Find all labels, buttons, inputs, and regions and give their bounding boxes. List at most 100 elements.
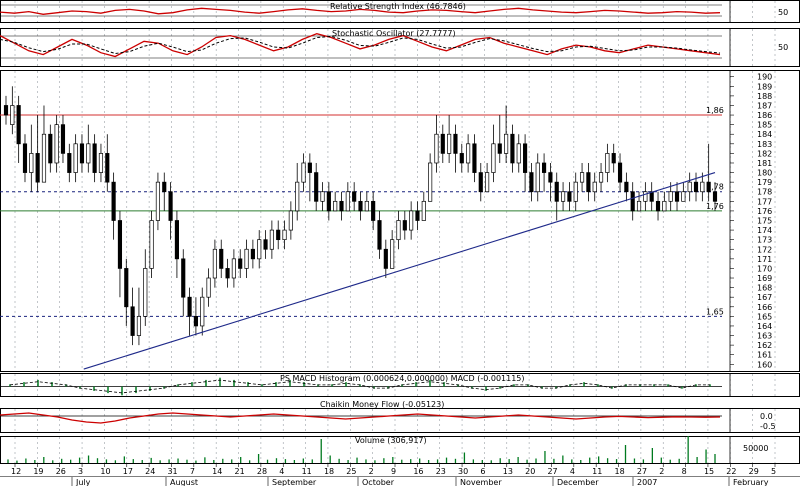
price-bar-body (124, 268, 129, 308)
price-bar-body (567, 191, 572, 202)
price-bar-body (421, 200, 426, 221)
price-ytick-label: 187 (757, 101, 772, 110)
price-bar-body (681, 191, 686, 202)
price-bar-body (98, 153, 104, 173)
price-bar-body (402, 220, 407, 231)
xtick-label: 24 (145, 467, 155, 476)
price-bar-body (453, 133, 458, 154)
price-ytick-label: 173 (757, 236, 772, 245)
price-bar-body (301, 162, 306, 183)
price-ytick-label: 164 (757, 322, 772, 331)
price-bar-body (29, 153, 34, 173)
chaikin-tick-label: -0.5 (760, 422, 776, 431)
price-bar-body (617, 162, 623, 183)
price-ytick-label: 181 (757, 159, 772, 168)
price-level-label: 1,65 (706, 307, 724, 316)
price-bar-body (200, 296, 205, 327)
price-bar-body (238, 258, 243, 269)
rsi-tick-label: 50 (778, 8, 788, 17)
xtick-label: 11 (302, 467, 312, 476)
price-bar-body (187, 296, 192, 317)
month-label: February (733, 478, 769, 486)
price-bar-body (41, 133, 47, 183)
xtick-label: 28 (257, 467, 267, 476)
price-bar-body (396, 220, 401, 241)
price-bar-body (598, 172, 604, 183)
xtick-label: 15 (704, 467, 714, 476)
price-bar-body (54, 124, 59, 164)
price-ytick-label: 184 (757, 130, 772, 139)
price-bar-body (428, 162, 433, 202)
price-bar-body (377, 220, 382, 250)
price-bar-body (485, 172, 490, 193)
price-bar-body (105, 153, 110, 183)
price-trendline (83, 172, 716, 370)
price-ytick-label: 186 (757, 111, 772, 120)
xtick-label: 30 (458, 467, 468, 476)
price-bar-body (174, 220, 179, 260)
price-ytick-label: 165 (757, 312, 772, 321)
xtick-label: 29 (749, 467, 759, 476)
price-bar-body (668, 191, 673, 202)
price-bar-body (674, 191, 680, 202)
price-bar-body (390, 239, 395, 269)
price-bar-body (358, 200, 363, 212)
price-bar-body (497, 143, 502, 154)
price-bar-body (276, 229, 281, 241)
xtick-label: 18 (615, 467, 625, 476)
price-ytick-label: 182 (757, 149, 772, 158)
price-bar-body (409, 210, 414, 231)
rsi-series-0 (0, 7, 721, 15)
month-label: December (557, 478, 599, 486)
xtick-label: 14 (212, 467, 222, 476)
price-bar-body (447, 133, 452, 154)
price-bar-body (687, 181, 692, 193)
xtick-label: 21 (235, 467, 245, 476)
price-bar-body (655, 200, 661, 212)
xtick-label: 27 (547, 467, 557, 476)
price-bar-body (295, 181, 300, 212)
price-bar-body (111, 181, 116, 221)
price-bar-body (472, 143, 477, 173)
price-bar-body (231, 258, 236, 279)
price-bar-body (206, 277, 211, 298)
price-ytick-label: 175 (757, 217, 772, 226)
xtick-label: 11 (592, 467, 602, 476)
price-ytick-label: 189 (757, 82, 772, 91)
price-bar-body (269, 229, 274, 250)
price-bar-body (35, 153, 40, 183)
price-ytick-label: 169 (757, 274, 772, 283)
price-ytick-label: 177 (757, 197, 772, 206)
price-ytick-label: 161 (757, 351, 772, 360)
price-ytick-label: 180 (757, 169, 772, 178)
price-bar-body (579, 172, 585, 183)
xtick-label: 5 (771, 467, 776, 476)
price-ytick-label: 188 (757, 92, 772, 101)
price-bar-body (339, 200, 344, 212)
xtick-label: 2 (659, 467, 664, 476)
price-bar-body (636, 200, 642, 212)
price-bar-body (605, 153, 610, 173)
xtick-label: 10 (100, 467, 110, 476)
xtick-label: 22 (726, 467, 736, 476)
price-bar-body (516, 143, 521, 164)
month-label: November (460, 478, 502, 486)
stoch-series-1 (0, 35, 721, 55)
price-ytick-label: 162 (757, 341, 772, 350)
price-bar-body (643, 191, 648, 202)
month-label: September (272, 478, 317, 486)
price-bar-body (542, 162, 547, 173)
volume-tick-label: 50000 (743, 444, 768, 453)
xtick-label: 31 (167, 467, 177, 476)
chaikin-tick-label: 0.0 (760, 412, 773, 421)
price-bar-body (320, 191, 325, 202)
price-bar-body (529, 172, 534, 193)
month-label: October (362, 478, 395, 486)
stoch-title: Stochastic Oscillator (27.7777) (332, 29, 456, 38)
price-bar-body (225, 268, 230, 279)
price-bar-body (491, 143, 496, 173)
macd-signal-line (9, 379, 710, 394)
xtick-label: 17 (123, 467, 133, 476)
